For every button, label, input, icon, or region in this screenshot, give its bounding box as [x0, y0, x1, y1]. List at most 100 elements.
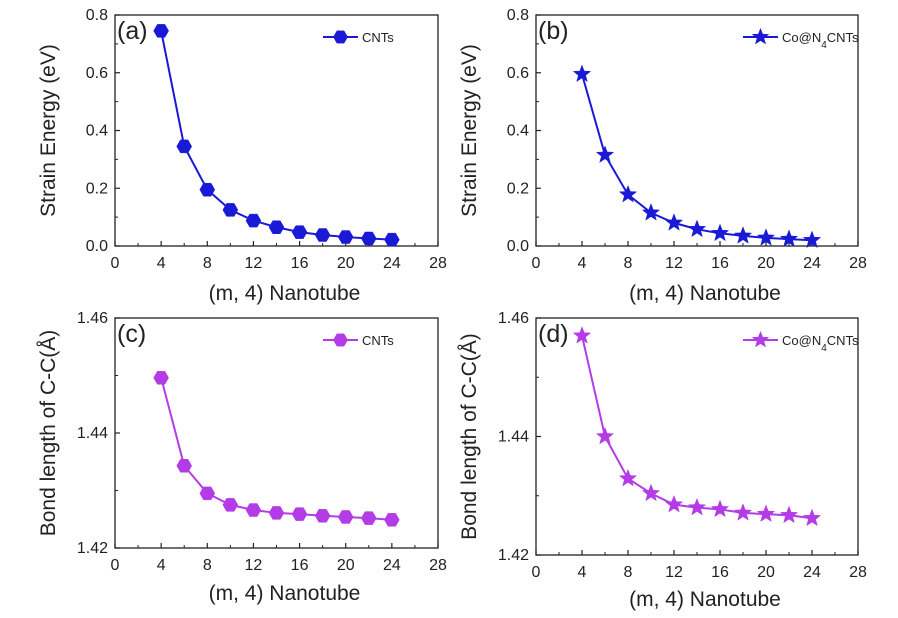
data-point [153, 371, 169, 385]
data-point [384, 232, 400, 247]
data-point [153, 24, 169, 38]
data-point [779, 505, 799, 524]
y-tick-label: 1.42 [77, 540, 108, 557]
data-point [176, 459, 192, 473]
x-tick-label: 12 [665, 255, 683, 272]
y-axis-title: Bond length of C-C(Å) [458, 333, 481, 540]
x-tick-label: 24 [803, 564, 821, 581]
x-tick-label: 28 [849, 255, 867, 272]
y-axis-title: Strain Energy (eV) [37, 44, 60, 217]
x-axis-title: (m, 4) Nanotube [209, 582, 361, 605]
x-tick-label: 20 [337, 557, 355, 574]
data-point [802, 230, 822, 249]
legend-name-subscript: 4 [821, 40, 827, 51]
x-tick-label: 16 [711, 255, 729, 272]
panel-label: (d) [538, 320, 569, 348]
data-point [710, 499, 730, 518]
y-tick-label: 0.4 [507, 123, 529, 140]
x-tick-label: 20 [337, 255, 355, 272]
data-point [779, 229, 799, 247]
panel-label: (c) [117, 320, 146, 348]
data-point [222, 498, 239, 512]
y-tick-label: 0.2 [507, 180, 529, 197]
plot-frame [114, 14, 439, 247]
data-point [268, 220, 285, 234]
legend-name: Co@N [782, 30, 821, 45]
x-tick-label: 12 [245, 557, 263, 574]
chart-panel-a: 0 4 8 12 16 20 24 28 0.0 0.2 0.4 0.6 0.8 (m, 4) Nanot… [37, 7, 447, 305]
legend-label: Co@N4CNTs [782, 30, 859, 51]
x-tick-label: 8 [624, 255, 633, 272]
y-axis-title: Bond length of C-C(Å) [37, 330, 60, 537]
chart-panel-c: 0 4 8 12 16 20 24 28 1.42 1.44 1.46 (m, 4) Nanotube… [37, 310, 447, 605]
x-tick-label: 28 [429, 255, 447, 272]
x-axis-title: (m, 4) Nanotube [209, 282, 361, 305]
legend-marker [333, 333, 348, 347]
data-point [222, 203, 239, 217]
chart-panel-b: 0 4 8 12 16 20 24 28 0.0 0.2 0.4 0.6 0.8 (m, 4) Nanot… [458, 7, 867, 305]
chart-panel-d: 0 4 8 12 16 20 24 28 1.42 1.44 1.46 (m, 4) Nanotube… [458, 310, 867, 611]
x-tick-label: 20 [757, 255, 775, 272]
x-tick-label: 24 [383, 557, 401, 574]
data-point [641, 483, 661, 502]
y-tick-label: 1.44 [498, 429, 529, 446]
legend-name-subscript: 4 [821, 343, 827, 354]
x-tick-label: 24 [803, 255, 821, 272]
data-point [384, 513, 400, 527]
data-point [572, 64, 592, 83]
data-point [687, 497, 707, 516]
data-point [291, 225, 308, 239]
x-tick-label: 12 [665, 564, 683, 581]
y-tick-label: 0.2 [86, 180, 108, 197]
legend-marker [751, 330, 770, 348]
data-point [710, 223, 730, 242]
data-point [664, 494, 684, 513]
data-point [733, 503, 753, 521]
data-point [199, 486, 216, 501]
plot-frame [535, 14, 859, 247]
data-point [245, 213, 262, 228]
x-tick-label: 20 [757, 564, 775, 581]
legend-name-suffix: CNTs [827, 30, 859, 45]
data-point [618, 184, 638, 203]
x-tick-label: 0 [532, 255, 541, 272]
x-tick-label: 8 [203, 255, 212, 272]
y-tick-label: 1.46 [498, 310, 529, 327]
data-point [641, 203, 661, 221]
data-point [176, 139, 192, 154]
panel-label: (b) [538, 17, 569, 45]
y-tick-label: 0.6 [86, 65, 108, 82]
legend-label: CNTs [362, 333, 394, 348]
data-point [337, 510, 354, 524]
data-point [595, 426, 615, 445]
series-line [160, 30, 392, 241]
x-tick-label: 8 [624, 564, 633, 581]
legend-marker [751, 27, 770, 45]
data-point [664, 213, 684, 231]
legend-label: CNTs [362, 30, 394, 45]
data-point [337, 230, 354, 244]
data-point [572, 326, 592, 344]
x-tick-label: 28 [849, 564, 867, 581]
x-tick-label: 4 [578, 564, 587, 581]
data-point [756, 228, 776, 246]
x-tick-label: 16 [291, 557, 309, 574]
data-point [756, 504, 776, 522]
data-point [314, 228, 331, 242]
data-point [733, 226, 753, 244]
y-tick-label: 0.0 [507, 238, 529, 255]
y-tick-label: 1.46 [77, 310, 108, 327]
data-point [361, 231, 377, 246]
data-point [268, 506, 285, 520]
x-tick-label: 0 [532, 564, 541, 581]
panel-label: (a) [117, 17, 148, 45]
data-point [595, 145, 615, 163]
y-axis-title: Strain Energy (eV) [458, 44, 481, 217]
data-point [291, 507, 308, 521]
x-axis-title: (m, 4) Nanotube [629, 588, 781, 611]
data-point [245, 503, 262, 517]
y-tick-label: 0.6 [507, 65, 529, 82]
legend-name: CNTs [362, 30, 394, 45]
x-tick-label: 16 [711, 564, 729, 581]
